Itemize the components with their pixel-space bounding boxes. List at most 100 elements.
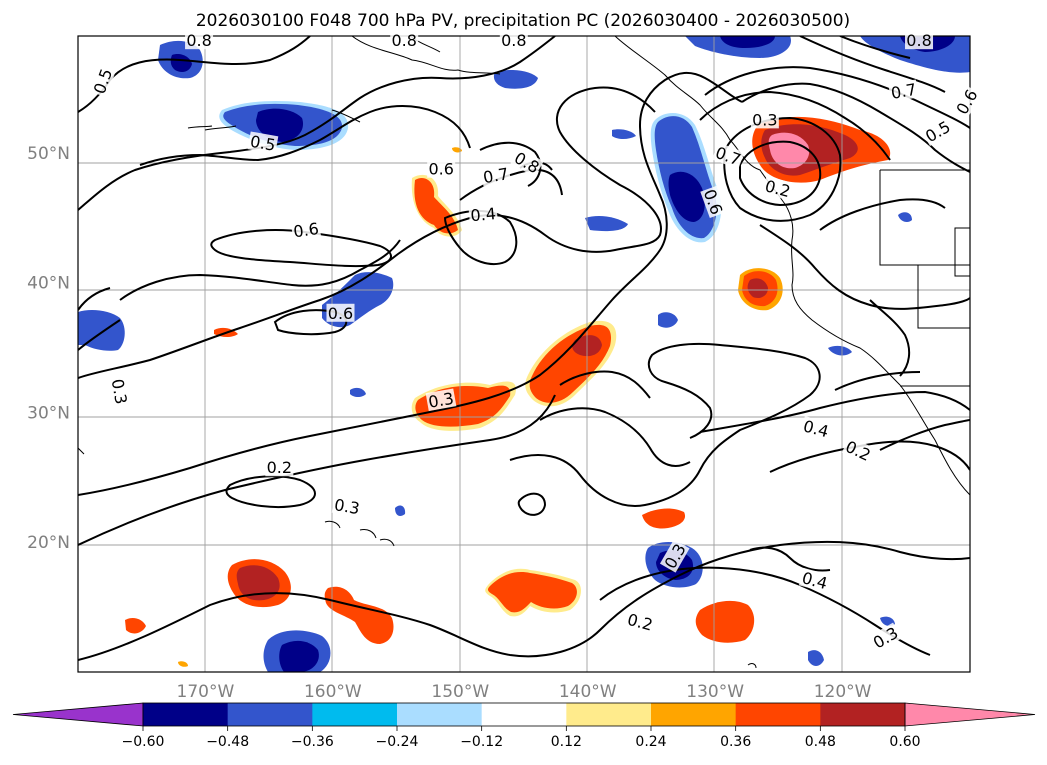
contour-label-halo bbox=[905, 31, 934, 50]
precip-blob-negative bbox=[828, 345, 852, 356]
contour-label-text: 0.4 bbox=[470, 204, 497, 225]
colorbar-tick-label: 0.60 bbox=[889, 734, 920, 750]
contour-label-text: 0.2 bbox=[267, 458, 292, 477]
contour-label: 0.6 bbox=[290, 218, 322, 241]
contour-label-halo bbox=[798, 567, 831, 593]
colorbar-tick-label: 0.24 bbox=[635, 734, 666, 750]
contour-label-halo bbox=[700, 185, 727, 219]
contour-label: 0.6 bbox=[326, 303, 355, 323]
precip-blob-negative bbox=[808, 650, 824, 666]
pv-contour bbox=[741, 82, 970, 173]
colorbar-tick-label: −0.24 bbox=[376, 734, 419, 750]
colorbar-outline bbox=[142, 702, 906, 727]
contour-label-halo bbox=[108, 376, 132, 407]
precip-blob-positive bbox=[452, 147, 462, 153]
pv-contour bbox=[273, 309, 348, 336]
colorbar-segment bbox=[651, 703, 737, 726]
pv-contour bbox=[879, 419, 970, 451]
contour-label: 0.3 bbox=[108, 376, 132, 407]
latitude-tick-label: 50°N bbox=[27, 144, 70, 164]
pv-contour bbox=[78, 540, 970, 661]
contour-label-halo bbox=[800, 415, 832, 441]
longitude-tick-label: 120°W bbox=[814, 682, 872, 702]
map-content bbox=[78, 36, 970, 672]
map-gridlines bbox=[78, 36, 970, 672]
longitude-tick-label: 160°W bbox=[304, 682, 362, 702]
longitude-tick-label: 170°W bbox=[177, 682, 235, 702]
colorbar-segment bbox=[227, 703, 313, 726]
precip-blob-negative bbox=[612, 129, 636, 139]
colorbar-segment bbox=[143, 703, 229, 726]
pv-contour bbox=[559, 370, 651, 399]
colorbar-tick-label: −0.36 bbox=[291, 734, 334, 750]
precip-blob-negative-core bbox=[170, 54, 192, 72]
precip-blob-negative bbox=[395, 505, 406, 516]
precip-blob-positive bbox=[642, 508, 686, 529]
contour-label-text: 0.6 bbox=[328, 304, 353, 323]
contour-label-halo bbox=[290, 218, 322, 241]
colorbar-segment bbox=[820, 703, 906, 726]
contour-label-text: 0.5 bbox=[249, 132, 277, 155]
colorbar-tick-label: 0.48 bbox=[805, 734, 836, 750]
precip-blob-negative-core bbox=[279, 640, 319, 672]
colorbar-segment bbox=[397, 703, 483, 726]
precip-blob-positive bbox=[178, 661, 188, 667]
colorbar-tick-label: −0.60 bbox=[122, 734, 165, 750]
contour-label-halo bbox=[427, 159, 456, 178]
precipitation-shading bbox=[78, 36, 970, 672]
contour-label-text: 0.7 bbox=[889, 80, 917, 103]
pv-contour bbox=[834, 371, 921, 391]
latitude-labels: 50°N 40°N 30°N 20°N bbox=[27, 144, 70, 553]
colorbar-tick-label: 0.36 bbox=[720, 734, 751, 750]
pv-contour bbox=[869, 299, 911, 377]
coastlines bbox=[78, 36, 970, 669]
colorbar: −0.60 −0.48 −0.36 −0.24 −0.12 0.12 0.24 0.36 0.4… bbox=[12, 702, 1036, 750]
contour-label: 0.8 bbox=[185, 31, 214, 50]
contour-label-text: 0.3 bbox=[333, 495, 361, 518]
contour-label-halo bbox=[761, 175, 794, 201]
latitude-tick-label: 20°N bbox=[27, 533, 70, 553]
precip-blob-negative bbox=[350, 387, 366, 397]
contour-label-text: 0.6 bbox=[292, 219, 320, 241]
colorbar-tick-label: 0.12 bbox=[551, 734, 582, 750]
contour-label-halo bbox=[468, 203, 498, 225]
pv-contour bbox=[119, 239, 401, 301]
pv-contour bbox=[799, 36, 946, 93]
precip-blob-positive-core bbox=[487, 572, 577, 613]
contour-label-halo bbox=[499, 31, 528, 50]
contour-label-text: 0.8 bbox=[906, 31, 931, 50]
contour-label-halo bbox=[921, 116, 955, 146]
pv-contour bbox=[839, 36, 911, 59]
pv-contour bbox=[704, 66, 970, 129]
pv-contour bbox=[723, 116, 842, 222]
pv-contours bbox=[78, 36, 970, 661]
latitude-tick-label: 30°N bbox=[27, 403, 70, 423]
contour-label-halo bbox=[326, 303, 355, 322]
contour-label: 0.4 bbox=[468, 203, 498, 225]
pv-contour bbox=[479, 141, 542, 187]
precip-blob-negative-core bbox=[668, 171, 705, 222]
pv-contour bbox=[139, 105, 471, 166]
colorbar-segment bbox=[312, 703, 398, 726]
precip-blob-positive bbox=[695, 600, 755, 643]
contour-label-text: 0.3 bbox=[108, 377, 131, 405]
contour-label: 0.2 bbox=[265, 458, 294, 477]
contour-label: 0.6 bbox=[427, 159, 456, 179]
contour-label-text: 0.8 bbox=[186, 31, 211, 50]
contour-label-text: 0.3 bbox=[427, 389, 455, 412]
contour-label-halo bbox=[480, 163, 512, 187]
contour-label: 0.7 bbox=[480, 163, 512, 187]
colorbar-tick-label: −0.12 bbox=[460, 734, 503, 750]
precip-blob-negative bbox=[585, 216, 628, 232]
contour-label-text: 0.8 bbox=[391, 31, 416, 50]
contour-label-halo bbox=[841, 436, 875, 465]
pv-contour bbox=[699, 90, 891, 161]
precip-blob-positive-core bbox=[414, 177, 458, 234]
contour-label-halo bbox=[331, 494, 363, 518]
contour-label-halo bbox=[265, 458, 294, 477]
colorbar-over-arrow bbox=[904, 702, 1036, 727]
precip-blob-positive-dark bbox=[236, 565, 280, 601]
colorbar-under-arrow bbox=[12, 702, 144, 727]
pv-contour bbox=[539, 407, 691, 467]
